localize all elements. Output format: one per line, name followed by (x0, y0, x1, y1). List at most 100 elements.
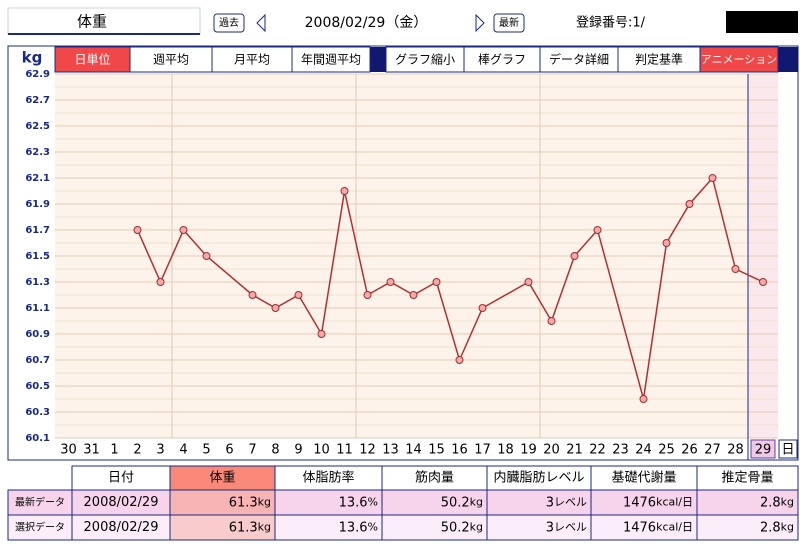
column-header-text: 体脂肪率 (302, 470, 354, 486)
data-point (685, 200, 694, 208)
date: 2008/02/29（金） (305, 15, 428, 31)
cell-value: 61.3kg (229, 520, 271, 535)
column-header (590, 465, 698, 491)
x-tick-label: 12 (359, 443, 376, 458)
x-tick-label: 26 (681, 443, 698, 458)
column-header (381, 465, 488, 491)
data-point (662, 239, 671, 247)
data-point (179, 226, 188, 234)
tab[interactable] (54, 46, 131, 73)
latest-button[interactable] (493, 13, 525, 33)
y-tick-label: 61.9 (25, 199, 50, 210)
tab[interactable] (617, 46, 701, 73)
cell (590, 489, 698, 516)
cell-value: 2008/02/29 (84, 495, 159, 510)
cell-number: 50.2 (441, 495, 470, 510)
cell-unit: kcal/日 (656, 496, 693, 509)
x-tick-label: 17 (474, 443, 491, 458)
row-label: 選択データ (15, 521, 65, 534)
x-tick-label: 19 (520, 443, 537, 458)
data-point (570, 252, 579, 260)
cell-value: 2.8kg (760, 520, 794, 535)
cell-value: 50.2kg (441, 520, 483, 535)
cell-unit: kcal/日 (656, 521, 693, 534)
tab[interactable] (539, 46, 619, 73)
column-header (71, 465, 171, 491)
x-tick-label: 31 (83, 443, 100, 458)
data-point (340, 187, 349, 195)
x-tick-label: 14 (405, 443, 422, 458)
x-tick-label: 7 (248, 443, 256, 458)
cell (381, 514, 488, 541)
data-point (639, 395, 648, 403)
data-point (547, 317, 556, 325)
prev-button[interactable] (213, 13, 245, 33)
y-tick-label: 62.3 (25, 147, 50, 158)
data-point (248, 291, 257, 299)
data-point (455, 356, 464, 364)
column-header-text: 推定骨量 (721, 471, 773, 486)
y-tick-label: 61.7 (25, 225, 50, 236)
cell (169, 514, 276, 541)
cell-unit: % (368, 521, 378, 534)
y-tick-label: 61.3 (25, 277, 50, 288)
data-point (593, 226, 602, 234)
x-tick-label: 24 (635, 443, 652, 458)
tab[interactable] (699, 46, 779, 73)
tab[interactable] (385, 46, 465, 73)
data-point (708, 174, 717, 182)
x-tick-label: 18 (497, 443, 514, 458)
tab-label: 月平均 (234, 53, 270, 67)
id-label: 登録番号:1/ (576, 16, 646, 31)
x-tick-label: 11 (336, 443, 353, 458)
cell-unit: kg (258, 496, 271, 509)
cell-unit: kg (470, 521, 483, 534)
cell (381, 489, 488, 516)
tab-label: 判定基準 (635, 52, 683, 67)
cell-value: 2008/02/29 (84, 520, 159, 535)
data-point (317, 330, 326, 338)
x-tick-label: 8 (271, 443, 279, 458)
row-label-cell (7, 514, 73, 541)
cell-unit: レベル (554, 521, 587, 534)
tab-label: 年間週平均 (301, 53, 361, 67)
cell-value: 1476kcal/日 (623, 495, 693, 510)
data-point (432, 278, 441, 286)
title: 体重 (77, 13, 107, 31)
tab-label: グラフ縮小 (395, 52, 455, 67)
next-arrow[interactable] (475, 13, 485, 33)
column-header-text: 基礎代謝量 (611, 471, 676, 486)
y-tick-label: 62.9 (25, 69, 50, 80)
cell-unit: レベル (554, 496, 587, 509)
x-tick-label: 29 (755, 443, 772, 458)
title-box (7, 7, 201, 35)
data-point (363, 291, 372, 299)
x-tick-label: 日 (781, 443, 794, 458)
tab[interactable] (463, 46, 541, 73)
x-tick-label: 21 (566, 443, 583, 458)
y-axis-label: kg (22, 49, 43, 67)
cell-unit: kg (470, 496, 483, 509)
cell-value: 50.2kg (441, 495, 483, 510)
tab-label: 棒グラフ (478, 53, 526, 67)
x-tick-label: 3 (156, 443, 164, 458)
cell (71, 514, 171, 541)
tab[interactable] (291, 46, 371, 73)
id-redacted (726, 11, 798, 33)
cell-value: 13.6% (339, 495, 378, 510)
prev-arrow[interactable] (256, 13, 266, 33)
tab-label: 週平均 (153, 53, 189, 67)
x-tick-label: 23 (612, 443, 629, 458)
x-tick-label: 22 (589, 443, 606, 458)
x-tick-label: 20 (543, 443, 560, 458)
x-tick-label: 10 (313, 443, 330, 458)
cell-number: 13.6 (339, 520, 368, 535)
cell-number: 50.2 (441, 520, 470, 535)
cell-unit: kg (781, 521, 794, 534)
tab-end (778, 47, 798, 72)
x-tick-label: 30 (60, 443, 77, 458)
column-header-text: 体重 (209, 470, 235, 486)
column-header-text: 筋肉量 (415, 470, 454, 486)
x-tick-label: 5 (202, 443, 210, 458)
